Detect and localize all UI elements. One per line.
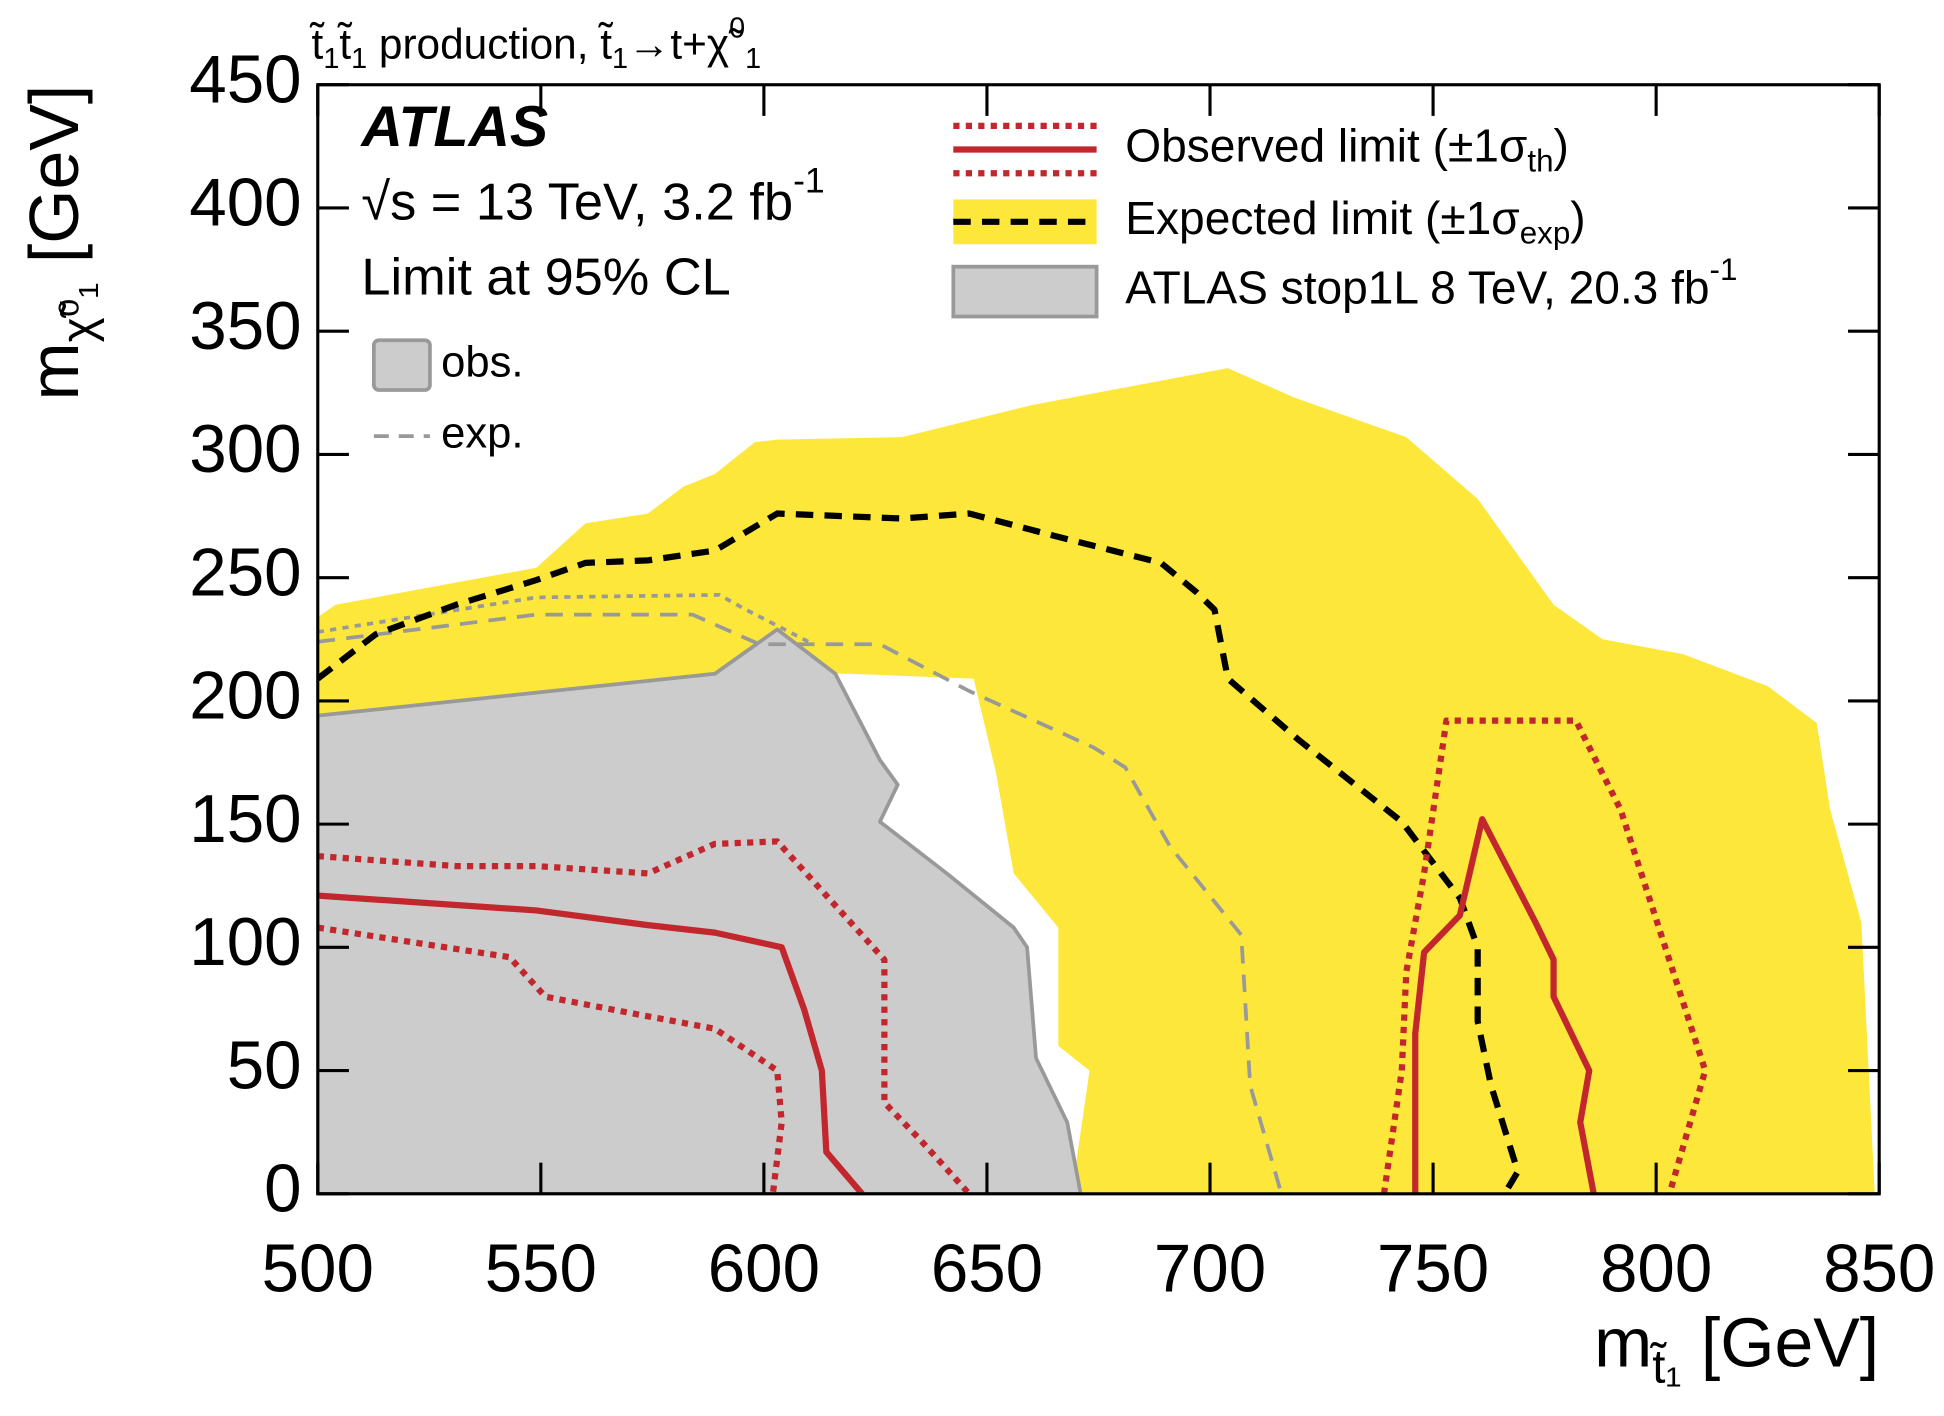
text-part: 1 (612, 43, 628, 75)
text-part: 0 (729, 12, 745, 44)
x-tick-label: 500 (262, 1231, 374, 1306)
y-tick-label: 200 (189, 659, 301, 734)
text-part: -1 (793, 161, 825, 201)
exclusion-area (317, 627, 1083, 1194)
text-part: ) (1554, 120, 1569, 172)
text-part: 1 (351, 43, 367, 75)
y-tick-label: 50 (227, 1028, 302, 1103)
text-part: production, t̃ (367, 21, 614, 68)
legend-label: ATLAS stop1L 8 TeV, 20.3 fb-1 (1125, 253, 1737, 314)
legend-label: Observed limit (±1σth) (1125, 120, 1569, 179)
x-tick-label: 650 (931, 1231, 1043, 1306)
chart-title: t̃1t̃1 production, t̃1→t+χ̃01 (309, 12, 761, 75)
experiment-label: ATLAS (359, 95, 548, 159)
y-tick-label: 250 (189, 535, 301, 610)
plot-frame (316, 83, 1881, 1196)
x-tick-label: 600 (708, 1231, 820, 1306)
text-part: th (1527, 144, 1553, 179)
text-part: χ̃⁰₁ (51, 282, 104, 342)
x-tick-label: 750 (1377, 1231, 1489, 1306)
y-tick-label: 300 (189, 412, 301, 487)
y-tick-label: 350 (189, 289, 301, 364)
text-part: 1 (323, 43, 339, 75)
text-part: →t+χ̃ (628, 21, 744, 68)
legend-symbol (951, 264, 1099, 319)
legend-label: exp. (441, 410, 523, 458)
x-tick-label: 700 (1154, 1231, 1266, 1306)
text-part: t̃ (337, 21, 353, 68)
text-part: [GeV] (15, 85, 93, 283)
contour-line (317, 612, 1284, 1194)
exclusion-area (317, 368, 1875, 1194)
contour-line (317, 717, 1709, 1194)
text-part: √s = 13 TeV, 3.2 fb (361, 173, 793, 231)
text-part: Limit at 95% CL (361, 248, 730, 306)
text-part: 1 (745, 43, 761, 75)
text-part: t̃₁ (1650, 1340, 1682, 1393)
contour-line (317, 816, 1597, 1194)
text-part: exp (1520, 216, 1571, 251)
y-tick-label: 400 (189, 166, 301, 241)
text-part: Observed limit (±1σ (1125, 120, 1527, 172)
contour-line (317, 924, 785, 1194)
legend-symbol (371, 338, 432, 392)
y-axis-label: mχ̃⁰₁ [GeV] (15, 85, 104, 401)
text-part: [GeV] (1681, 1304, 1879, 1382)
text-part: m (15, 342, 93, 400)
y-tick-label: 450 (189, 43, 301, 118)
text-part: t̃ (309, 21, 325, 68)
x-tick-label: 800 (1600, 1231, 1712, 1306)
text-part: -1 (1710, 253, 1738, 288)
contour-line (317, 593, 810, 644)
text-part: Expected limit (±1σ (1125, 192, 1519, 244)
x-tick-label: 850 (1823, 1231, 1935, 1306)
x-axis-label: mt̃₁ [GeV] (1594, 1304, 1879, 1393)
y-tick-label: 150 (189, 782, 301, 857)
legend-label: Expected limit (±1σexp) (1125, 192, 1585, 251)
y-tick-label: 0 (264, 1152, 301, 1227)
y-tick-label: 100 (189, 905, 301, 980)
text-part: ATLAS (359, 95, 548, 159)
legend-label: obs. (441, 339, 523, 387)
text-part: m (1594, 1304, 1652, 1382)
cl-label: Limit at 95% CL (361, 248, 730, 306)
x-tick-label: 550 (485, 1231, 597, 1306)
energy-label: √s = 13 TeV, 3.2 fb-1 (361, 161, 824, 231)
plot-area (317, 368, 1875, 1194)
text-part: ) (1570, 192, 1585, 244)
text-part: ATLAS stop1L 8 TeV, 20.3 fb (1125, 262, 1709, 314)
